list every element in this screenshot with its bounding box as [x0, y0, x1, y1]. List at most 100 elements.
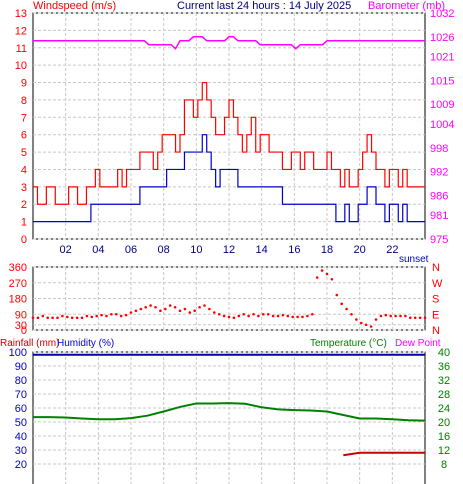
compass-label: S: [432, 294, 439, 306]
direction-point: [203, 304, 206, 307]
y-tick-label: 5: [21, 147, 27, 159]
direction-point: [173, 305, 177, 309]
header-barometer-label: Barometer (mb): [368, 0, 445, 12]
y-tick-label: 100: [9, 347, 27, 359]
direction-point: [330, 277, 334, 281]
direction-point: [345, 307, 348, 311]
direction-point: [217, 312, 221, 316]
direction-point: [364, 323, 368, 327]
y2-tick-label: 986: [430, 190, 448, 202]
y-tick-label: 50: [15, 417, 27, 429]
humidity-label: Humidity (%): [57, 338, 114, 349]
x-tick-label: 20: [354, 244, 366, 256]
direction-point: [360, 321, 363, 325]
y-tick-label: 90: [15, 309, 27, 321]
climate-panel: Rainfall (mm) Humidity (%) Temperature (…: [0, 338, 450, 484]
direction-point: [70, 316, 74, 320]
direction-point: [384, 313, 388, 317]
direction-point: [394, 314, 397, 318]
compass-label: E: [432, 309, 439, 321]
direction-point: [413, 316, 417, 320]
y2-tick-label: 1015: [430, 75, 454, 87]
y-tick-label: 270: [9, 278, 27, 290]
direction-point: [252, 312, 255, 316]
direction-point: [423, 316, 427, 320]
direction-point: [129, 311, 133, 314]
direction-point: [100, 313, 103, 317]
direction-point: [213, 311, 216, 314]
series-barometer: [33, 36, 425, 50]
compass-label: N: [432, 325, 440, 337]
direction-point: [61, 314, 64, 318]
temperature-label: Temperature (°C): [310, 338, 387, 349]
direction-point: [51, 316, 54, 320]
y-tick-label: 0: [21, 234, 27, 246]
y-tick-label: 360: [9, 262, 27, 274]
y2-tick-label: 1004: [430, 119, 454, 131]
series-wind-direction: [31, 269, 427, 328]
direction-point: [222, 314, 226, 318]
sunset-label: sunset: [399, 254, 429, 265]
hour-axis-ticks: 02 04 06 08 10 12 14 16 18 20 22: [60, 244, 399, 256]
climate-panel-grid: [33, 351, 425, 484]
direction-point: [350, 312, 353, 316]
direction-point: [139, 307, 143, 311]
y-tick-label: 10: [15, 60, 27, 72]
direction-point: [315, 276, 319, 279]
y-tick-label: 11: [16, 43, 27, 55]
direction-point: [80, 316, 84, 320]
direction-point: [75, 316, 79, 320]
y-tick-label: 4: [21, 164, 27, 176]
y2-tick-label: 1032: [430, 8, 454, 20]
direction-point: [198, 305, 201, 309]
x-tick-label: 14: [256, 244, 268, 256]
y-tick-label: 90: [15, 361, 27, 373]
direction-point: [418, 316, 422, 320]
y-tick-label: 40: [15, 431, 27, 443]
y-tick-label: 180: [9, 294, 27, 306]
y-tick-label: 2: [21, 199, 27, 211]
y2-tick-label: 981: [430, 210, 448, 222]
direction-point: [56, 316, 59, 320]
direction-point: [36, 316, 40, 320]
rainfall-label: Rainfall (mm): [0, 338, 59, 349]
direction-panel-grid: [33, 266, 425, 331]
direction-point: [266, 312, 270, 316]
direction-point: [46, 316, 49, 320]
y-tick-label: 60: [15, 403, 27, 415]
dewpoint-label: Dew Point: [395, 338, 441, 349]
direction-point: [227, 315, 231, 319]
y2-tick-label: 40: [438, 347, 450, 359]
x-tick-label: 02: [60, 244, 72, 256]
direction-point: [335, 293, 339, 297]
direction-point: [262, 312, 265, 316]
direction-point: [31, 316, 35, 320]
y-tick-label: 30: [15, 320, 27, 332]
series-rainfall: [343, 451, 425, 457]
y2-tick-label: 32: [438, 375, 450, 387]
direction-point: [237, 314, 241, 318]
x-tick-label: 08: [158, 244, 170, 256]
direction-point: [399, 314, 402, 318]
compass-label: N: [432, 262, 440, 274]
header-title: Current last 24 hours : 14 July 2025: [177, 0, 351, 12]
direction-point: [188, 311, 192, 314]
direction-point: [404, 314, 407, 318]
direction-point: [41, 314, 45, 318]
direction-point: [242, 312, 245, 316]
y-tick-label: 7: [21, 112, 27, 124]
y-tick-label: 9: [21, 78, 27, 90]
direction-point: [389, 314, 393, 318]
y-tick-label: 13: [15, 8, 27, 20]
direction-point: [110, 312, 113, 316]
y2-tick-label: 1026: [430, 32, 454, 44]
x-tick-label: 12: [223, 244, 235, 256]
x-tick-label: 04: [92, 244, 104, 256]
y-tick-label: 12: [15, 25, 27, 37]
x-tick-label: 22: [386, 244, 398, 256]
